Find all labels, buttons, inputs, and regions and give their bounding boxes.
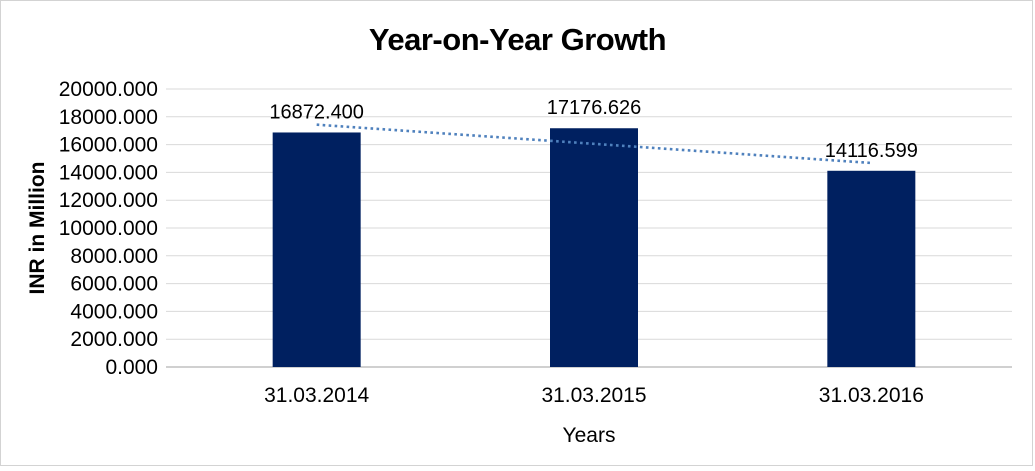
y-tick-label: 8000.000 [70, 245, 158, 268]
x-tick-label: 31.03.2014 [264, 384, 369, 407]
data-label-31.03.2014: 16872.400 [269, 101, 364, 123]
bar-31.03.2016 [827, 170, 916, 367]
bar-31.03.2014 [272, 132, 361, 367]
bar-31.03.2015 [550, 128, 638, 367]
chart-title: Year-on-Year Growth [368, 22, 667, 57]
y-tick-label: 20000.000 [59, 78, 158, 101]
y-tick-label: 6000.000 [70, 273, 158, 296]
y-tick-label: 18000.000 [59, 106, 158, 129]
x-axis-title: Years [562, 424, 616, 447]
y-tick-label: 4000.000 [70, 300, 158, 323]
y-tick-label: 16000.000 [59, 134, 158, 157]
y-tick-label: 0.000 [105, 356, 158, 379]
y-tick-label: 14000.000 [59, 161, 158, 184]
y-tick-label: 12000.000 [59, 189, 158, 212]
y-tick-label: 10000.000 [59, 217, 158, 240]
trendline-dotted [316, 123, 872, 165]
data-label-31.03.2016: 14116.599 [825, 140, 918, 162]
data-label-31.03.2015: 17176.626 [547, 97, 642, 119]
y-tick-label: 2000.000 [70, 328, 158, 351]
x-tick-label: 31.03.2016 [819, 384, 924, 407]
x-tick-label: 31.03.2015 [541, 384, 646, 407]
